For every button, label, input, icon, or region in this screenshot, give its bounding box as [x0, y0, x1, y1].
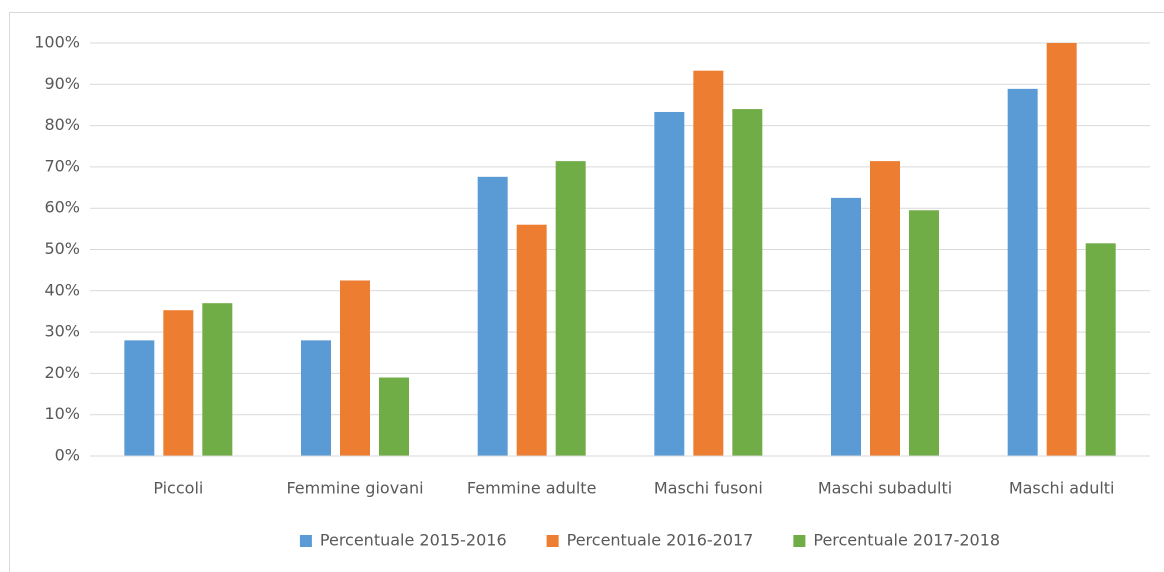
legend-label: Percentuale 2017-2018: [813, 531, 1000, 550]
legend-swatch: [793, 535, 806, 547]
y-tick-label: 20%: [44, 363, 80, 382]
y-tick-label: 0%: [55, 446, 80, 465]
bar: [163, 310, 194, 456]
bar: [909, 210, 939, 456]
y-tick-label: 40%: [44, 280, 80, 299]
x-tick-label: Maschi fusoni: [654, 479, 763, 498]
bar: [379, 377, 409, 456]
x-tick-label: Femmine giovani: [286, 479, 423, 498]
y-tick-label: 50%: [44, 239, 80, 258]
bar: [340, 280, 370, 456]
x-tick-label: Piccoli: [153, 479, 203, 498]
legend-swatch: [299, 535, 312, 547]
bar: [1007, 88, 1038, 456]
y-tick-label: 30%: [44, 322, 80, 341]
chart-border: [9, 12, 1164, 572]
y-tick-label: 10%: [44, 404, 80, 423]
y-tick-label: 80%: [44, 115, 80, 134]
y-tick-label: 90%: [44, 74, 80, 93]
bar: [477, 176, 508, 456]
bar: [555, 161, 586, 457]
legend-label: Percentuale 2016-2017: [567, 531, 754, 550]
legend-label: Percentuale 2015-2016: [320, 531, 507, 550]
bar: [870, 161, 900, 457]
y-tick-label: 70%: [44, 156, 80, 175]
bar: [1085, 243, 1116, 456]
x-tick-label: Maschi adulti: [1009, 479, 1115, 498]
bar: [301, 340, 331, 456]
bar: [516, 224, 547, 456]
bar: [654, 111, 685, 456]
x-tick-label: Maschi subadulti: [818, 479, 952, 498]
legend-swatch: [546, 535, 559, 547]
bar: [693, 70, 724, 457]
y-tick-label: 60%: [44, 198, 80, 217]
y-tick-label: 100%: [34, 33, 80, 52]
x-tick-label: Femmine adulte: [467, 479, 597, 498]
bar: [124, 340, 155, 456]
bar: [732, 109, 763, 456]
bar: [202, 303, 233, 456]
bar: [1046, 43, 1077, 456]
bar: [831, 197, 861, 456]
